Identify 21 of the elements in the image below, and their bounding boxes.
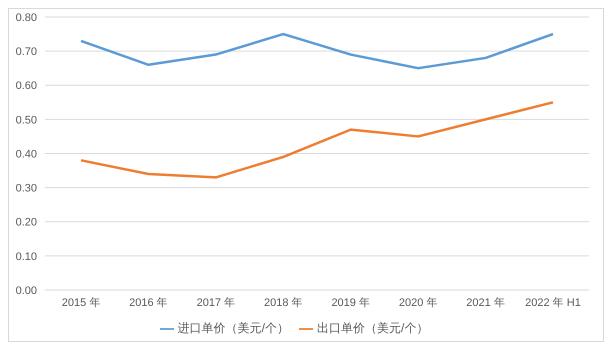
y-tick-label: 0.70 xyxy=(16,46,37,58)
x-tick-label: 2016 年 xyxy=(129,296,168,309)
line-series xyxy=(80,101,554,179)
x-tick-label: 2015 年 xyxy=(62,296,100,309)
y-tick-label: 0.60 xyxy=(16,80,37,92)
x-tick-label: 2021 年 xyxy=(466,296,505,309)
y-tick-label: 0.30 xyxy=(16,182,37,195)
legend-label: 进口单价（美元/个） xyxy=(178,321,289,335)
legend-label: 出口单价（美元/个） xyxy=(317,321,428,335)
y-tick-label: 0.00 xyxy=(16,284,37,297)
line-series xyxy=(80,32,554,70)
x-tick-label: 2017 年 xyxy=(196,296,236,309)
y-tick-label: 0.40 xyxy=(16,148,37,160)
x-tick-label: 2020 年 xyxy=(398,296,438,309)
x-tick-label: 2019 年 xyxy=(331,296,370,309)
y-tick-label: 0.20 xyxy=(16,216,37,229)
y-tick-label: 0.80 xyxy=(16,12,37,24)
y-tick-label: 0.10 xyxy=(16,250,37,263)
y-tick-label: 0.50 xyxy=(16,114,37,126)
x-tick-label: 2022 年 H1 xyxy=(525,296,581,309)
x-tick-label: 2018 年 xyxy=(264,296,303,309)
